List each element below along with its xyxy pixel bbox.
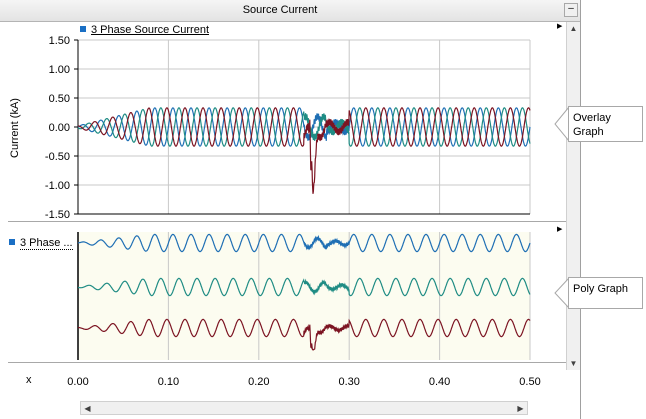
poly-phase-line: [77, 233, 531, 253]
y-tick-label: 0.50: [49, 93, 70, 105]
poly-expand-icon[interactable]: ▶: [557, 226, 563, 233]
scroll-left-icon[interactable]: ◀: [84, 404, 91, 413]
overlay-phase-line: [77, 107, 531, 147]
overlay-expand-icon[interactable]: ▶: [557, 23, 563, 30]
overlay-legend[interactable]: 3 Phase Source Current: [80, 24, 209, 36]
window-title: Source Current: [242, 4, 318, 16]
overlay-callout-text: Overlay Graph: [573, 112, 611, 138]
poly-legend[interactable]: 3 Phase ...: [9, 237, 73, 250]
overlay-series-group: [77, 107, 531, 194]
y-tick-label: 1.50: [49, 35, 70, 47]
poly-phase-line: [77, 318, 531, 351]
poly-graph-callout: Poly Graph: [568, 277, 643, 309]
x-tick-label: 0.50: [519, 376, 540, 388]
y-axis-label: Current (kA): [9, 98, 21, 158]
poly-phase-line: [78, 277, 531, 297]
graph-svg: 1.50 1.00 0.50 0.00 -0.50 -1.00 -1.50 0.00 0.10…: [9, 35, 541, 388]
legend-swatch-icon: [80, 26, 86, 32]
graph-divider: [8, 362, 566, 363]
x-axis-label: x: [26, 374, 32, 386]
overlay-legend-label: 3 Phase Source Current: [91, 24, 210, 36]
y-tick-label: -0.50: [45, 151, 70, 163]
legend-swatch-icon: [9, 239, 15, 245]
poly-gridlines: [167, 232, 531, 360]
y-tick-labels: 1.50 1.00 0.50 0.00 -0.50 -1.00 -1.50: [45, 35, 70, 221]
scroll-up-icon[interactable]: ▲: [569, 24, 578, 33]
overlay-graph-callout: Overlay Graph: [568, 106, 643, 142]
y-tick-label: 1.00: [49, 64, 70, 76]
scroll-right-icon[interactable]: ▶: [517, 404, 524, 413]
graph-divider: [8, 221, 566, 222]
minimize-button[interactable]: –: [564, 3, 578, 17]
x-tick-label: 0.10: [158, 376, 179, 388]
x-tick-label: 0.40: [429, 376, 450, 388]
x-tick-label: 0.00: [67, 376, 88, 388]
x-tick-label: 0.20: [248, 376, 269, 388]
overlay-phase-line: [78, 107, 531, 194]
poly-plot-area: [78, 232, 530, 360]
overlay-phase-line: [77, 107, 531, 147]
y-tick-label: -1.50: [45, 209, 70, 221]
horizontal-scrollbar[interactable]: ◀ ▶: [80, 401, 528, 415]
poly-callout-text: Poly Graph: [573, 283, 629, 295]
y-tick-label: -1.00: [45, 180, 70, 192]
y-tick-label: 0.00: [49, 122, 70, 134]
scroll-down-icon[interactable]: ▼: [569, 359, 578, 368]
graph-window: Source Current – 3 Phase Source Current …: [0, 0, 581, 419]
title-bar: Source Current –: [0, 0, 580, 22]
x-tick-labels: 0.00 0.10 0.20 0.30 0.40 0.50: [67, 376, 540, 388]
x-tick-label: 0.30: [338, 376, 359, 388]
poly-series-group: [77, 233, 531, 351]
poly-legend-label: 3 Phase ...: [20, 237, 73, 250]
